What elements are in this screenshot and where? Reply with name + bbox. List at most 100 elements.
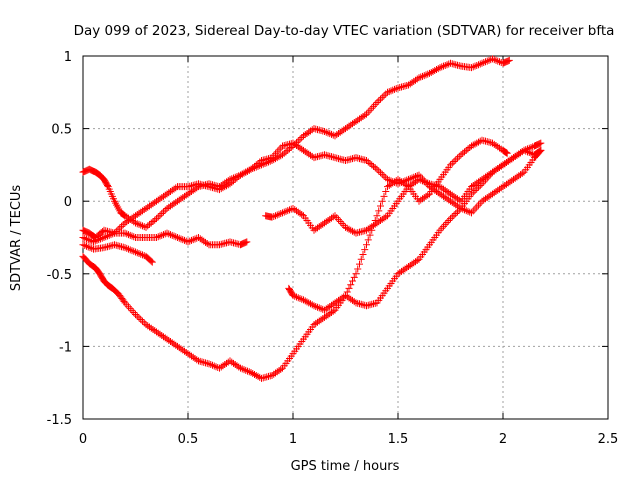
data-point: [396, 179, 404, 187]
data-point: [537, 146, 545, 154]
data-point: [137, 316, 145, 324]
data-point: [312, 302, 320, 310]
data-point: [238, 365, 246, 373]
data-point: [315, 304, 323, 312]
data-point: [83, 235, 90, 243]
data-point: [175, 234, 183, 242]
data-point: [279, 151, 286, 159]
data-point: [79, 234, 87, 241]
data-point: [443, 218, 451, 226]
data-point: [97, 235, 104, 243]
data-point: [464, 145, 472, 153]
data-point: [424, 191, 432, 199]
data-point: [455, 206, 463, 214]
data-point: [406, 175, 414, 183]
data-point: [125, 303, 132, 311]
data-point: [419, 177, 426, 185]
data-point: [130, 233, 138, 241]
data-point: [130, 309, 138, 317]
data-point: [350, 273, 358, 281]
data-point: [156, 232, 164, 240]
data-point: [240, 366, 248, 374]
data-point: [329, 213, 337, 221]
chart-title: Day 099 of 2023, Sidereal Day-to-day VTE…: [74, 23, 615, 39]
data-point: [415, 74, 423, 82]
data-point: [363, 157, 370, 165]
data-point: [490, 56, 498, 64]
data-point: [133, 249, 141, 257]
data-point: [361, 111, 369, 119]
data-point: [436, 64, 444, 72]
data-point: [291, 292, 299, 300]
data-point: [231, 175, 239, 183]
data-point: [275, 146, 283, 154]
data-point: [123, 244, 131, 252]
data-point: [280, 149, 288, 157]
data-point: [527, 143, 535, 151]
data-point: [380, 192, 388, 200]
data-point: [480, 59, 488, 67]
data-point: [536, 147, 544, 155]
data-point: [469, 188, 477, 196]
grid-lines: [83, 56, 608, 419]
data-point: [139, 251, 146, 259]
data-point: [326, 130, 334, 138]
data-point: [90, 238, 97, 246]
data-point: [494, 57, 502, 65]
data-point: [282, 207, 290, 215]
data-point: [476, 60, 484, 68]
data-point: [391, 85, 398, 93]
data-point: [415, 175, 423, 183]
data-point: [142, 223, 150, 231]
data-point: [524, 145, 531, 153]
data-point: [277, 365, 285, 373]
data-point: [440, 62, 447, 70]
data-point: [408, 174, 416, 182]
data-point: [424, 179, 432, 187]
data-point: [242, 366, 250, 374]
data-point: [243, 238, 251, 246]
data-point: [373, 98, 381, 106]
data-point: [226, 180, 234, 188]
data-point: [177, 235, 185, 243]
data-point: [128, 232, 136, 240]
data-point: [420, 72, 428, 80]
data-point: [156, 211, 164, 219]
data-point: [279, 209, 286, 217]
data-point: [475, 201, 482, 209]
data-point: [373, 212, 381, 220]
data-point: [160, 231, 167, 239]
data-point: [128, 247, 136, 255]
data-point: [447, 161, 454, 169]
data-point: [321, 128, 328, 136]
data-point: [140, 319, 148, 327]
data-point: [382, 213, 390, 221]
data-point: [135, 249, 143, 257]
data-point: [438, 224, 446, 232]
data-point: [364, 158, 372, 166]
data-point: [158, 210, 166, 218]
data-point: [473, 61, 481, 69]
data-point: [135, 314, 143, 322]
data-point: [86, 244, 94, 252]
data-point: [130, 247, 138, 255]
data-point: [364, 108, 372, 116]
data-point: [149, 218, 157, 226]
data-point: [137, 250, 145, 258]
data-point: [391, 178, 398, 186]
data-point: [366, 159, 374, 167]
data-point: [86, 236, 94, 244]
data-point: [333, 214, 341, 222]
y-tick-label: -1: [59, 340, 72, 355]
data-point: [450, 158, 458, 166]
x-tick-label: 1.5: [388, 432, 409, 447]
data-point: [293, 293, 300, 301]
data-point: [385, 176, 393, 184]
data-point: [209, 361, 216, 369]
data-point: [466, 208, 474, 216]
data-point: [417, 73, 425, 81]
data-point: [280, 208, 288, 216]
data-point: [84, 236, 92, 244]
data-point: [165, 230, 173, 238]
